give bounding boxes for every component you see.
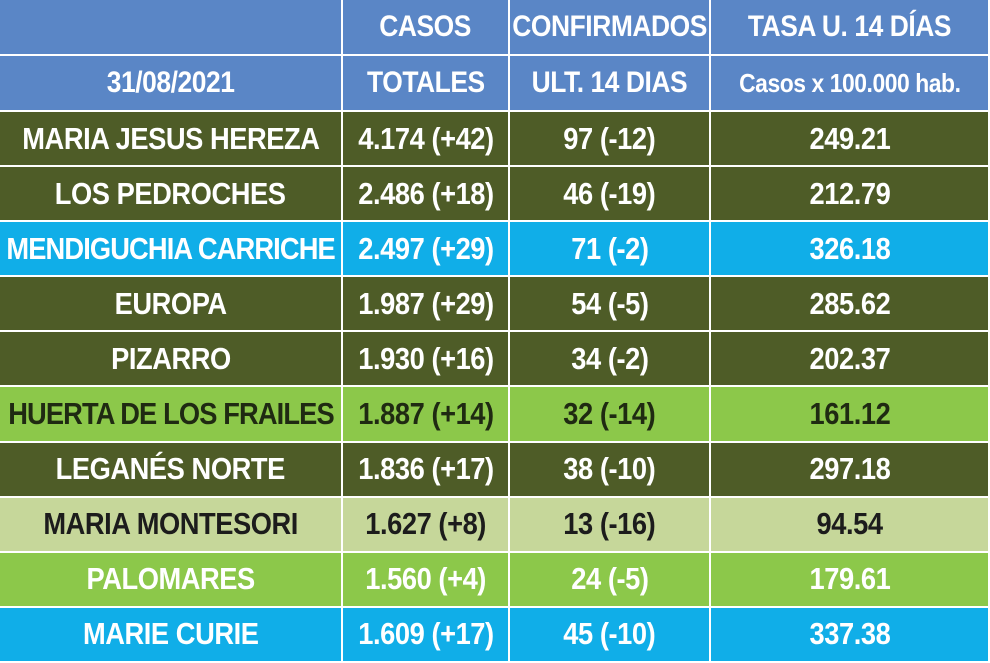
row-tasa: 161.12 [711,387,990,443]
header-casos: CASOS [343,0,510,56]
row-tasa: 212.79 [711,167,990,223]
header-tasa: TASA U. 14 DÍAS [711,0,990,56]
row-name: MARIA MONTESORI [0,497,343,553]
row-name: HUERTA DE LOS FRAILES [0,387,343,443]
header-confirmados: CONFIRMADOS [510,0,711,56]
row-casos-totales: 1.560 (+4) [343,552,510,608]
row-casos-totales: 1.987 (+29) [343,277,510,333]
row-name: LOS PEDROCHES [0,167,343,223]
row-name: MARIA JESUS HEREZA [0,112,343,168]
row-casos-totales: 2.486 (+18) [343,167,510,223]
row-tasa: 249.21 [711,112,990,168]
row-name: EUROPA [0,277,343,333]
row-ult-14-dias: 38 (-10) [510,442,711,498]
header-ult-14-dias: ULT. 14 DIAS [510,56,711,112]
row-ult-14-dias: 45 (-10) [510,607,711,663]
row-ult-14-dias: 54 (-5) [510,277,711,333]
row-name: LEGANÉS NORTE [0,442,343,498]
row-casos-totales: 1.836 (+17) [343,442,510,498]
row-tasa: 285.62 [711,277,990,333]
header-date: 31/08/2021 [0,56,343,112]
header-totales: TOTALES [343,56,510,112]
row-tasa: 94.54 [711,497,990,553]
row-ult-14-dias: 71 (-2) [510,222,711,278]
row-tasa: 202.37 [711,332,990,388]
row-casos-totales: 1.930 (+16) [343,332,510,388]
header-corner-cell [0,0,343,56]
row-tasa: 179.61 [711,552,990,608]
row-ult-14-dias: 97 (-12) [510,112,711,168]
row-casos-totales: 1.627 (+8) [343,497,510,553]
row-ult-14-dias: 46 (-19) [510,167,711,223]
row-ult-14-dias: 24 (-5) [510,552,711,608]
row-name: MARIE CURIE [0,607,343,663]
row-name: PIZARRO [0,332,343,388]
row-tasa: 326.18 [711,222,990,278]
row-ult-14-dias: 34 (-2) [510,332,711,388]
header-casos-x-100000: Casos x 100.000 hab. [711,56,990,112]
row-casos-totales: 1.887 (+14) [343,387,510,443]
row-ult-14-dias: 13 (-16) [510,497,711,553]
row-name: MENDIGUCHIA CARRICHE [0,222,343,278]
row-casos-totales: 2.497 (+29) [343,222,510,278]
row-name: PALOMARES [0,552,343,608]
row-casos-totales: 4.174 (+42) [343,112,510,168]
row-ult-14-dias: 32 (-14) [510,387,711,443]
row-tasa: 337.38 [711,607,990,663]
row-casos-totales: 1.609 (+17) [343,607,510,663]
row-tasa: 297.18 [711,442,990,498]
